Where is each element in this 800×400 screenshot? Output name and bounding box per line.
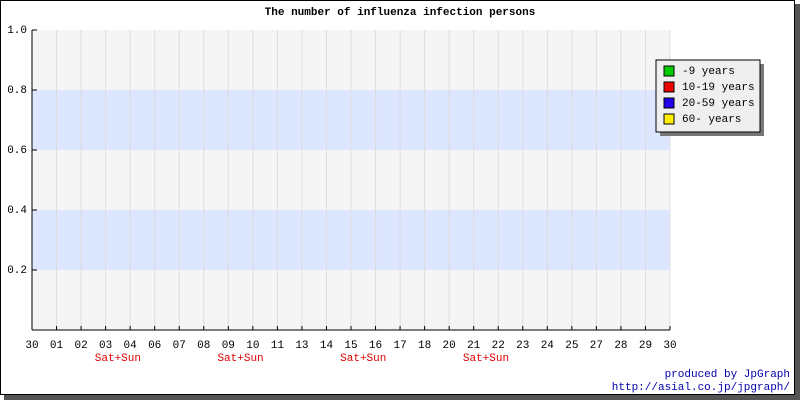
x-tick-label: 25 [565,340,578,352]
x-tick-label: 08 [197,340,210,352]
x-tick-label: 17 [393,340,406,352]
x-tick-label: 03 [99,340,112,352]
y-tick-label: 0.8 [7,85,27,97]
x-tick-label: 01 [50,340,64,352]
x-tick-label: 10 [246,340,259,352]
x-tick-label: 07 [173,340,186,352]
x-tick-label: 18 [418,340,431,352]
x-tick-label: 30 [663,340,676,352]
x-tick-label: 13 [295,340,308,352]
chart-title: The number of influenza infection person… [265,7,536,19]
legend-label: -9 years [682,66,735,78]
footer-line: produced by JpGraph [665,369,790,381]
x-tick-label: 24 [541,340,555,352]
x-tick-label: 15 [344,340,357,352]
y-tick-label: 0.2 [7,265,27,277]
x-sublabel: Sat+Sun [95,353,141,365]
x-tick-label: 23 [516,340,529,352]
x-tick-label: 21 [467,340,481,352]
x-sublabel: Sat+Sun [340,353,386,365]
x-tick-label: 02 [74,340,87,352]
legend-swatch [663,65,675,77]
legend-swatch [663,97,675,109]
legend-label: 20-59 years [682,98,755,110]
x-tick-label: 22 [492,340,505,352]
y-tick-label: 0.6 [7,145,27,157]
y-tick-label: 0.4 [7,205,27,217]
x-tick-label: 09 [222,340,235,352]
x-tick-label: 16 [369,340,382,352]
x-tick-label: 11 [271,340,285,352]
footer-line: http://asial.co.jp/jpgraph/ [612,382,790,394]
x-tick-label: 30 [25,340,38,352]
legend-label: 10-19 years [682,82,755,94]
y-tick-label: 1.0 [7,25,27,37]
x-tick-label: 29 [639,340,652,352]
x-tick-label: 28 [614,340,627,352]
x-tick-label: 27 [590,340,603,352]
legend-swatch [663,81,675,93]
x-tick-label: 14 [320,340,334,352]
x-tick-label: 06 [148,340,161,352]
x-tick-label: 04 [124,340,138,352]
x-tick-label: 20 [443,340,456,352]
x-sublabel: Sat+Sun [463,353,509,365]
legend-label: 60- years [682,114,741,126]
legend-swatch [663,113,675,125]
x-sublabel: Sat+Sun [217,353,263,365]
